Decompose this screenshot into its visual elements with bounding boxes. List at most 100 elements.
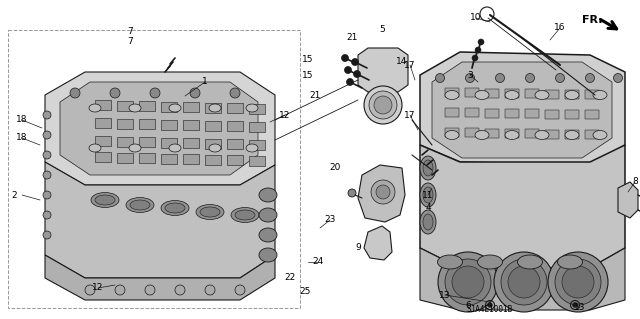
Ellipse shape	[364, 86, 402, 124]
Bar	[95, 152, 111, 162]
Ellipse shape	[129, 104, 141, 112]
Bar	[95, 136, 111, 146]
Bar	[525, 129, 539, 138]
Bar	[585, 110, 599, 119]
Circle shape	[555, 259, 601, 305]
Ellipse shape	[423, 160, 433, 176]
Polygon shape	[45, 72, 275, 185]
Text: 16: 16	[554, 24, 566, 33]
Ellipse shape	[535, 91, 549, 100]
Ellipse shape	[89, 144, 101, 152]
Bar	[545, 130, 559, 138]
Ellipse shape	[505, 130, 519, 139]
Circle shape	[435, 73, 445, 83]
Ellipse shape	[169, 104, 181, 112]
Polygon shape	[358, 165, 405, 222]
Bar	[249, 139, 265, 150]
Bar	[525, 89, 539, 98]
Bar	[505, 89, 519, 98]
Bar	[117, 152, 133, 162]
Bar	[565, 110, 579, 119]
Polygon shape	[364, 226, 392, 260]
Text: 4: 4	[425, 204, 431, 212]
Circle shape	[494, 252, 554, 312]
Bar	[505, 129, 519, 138]
Bar	[445, 108, 459, 117]
Ellipse shape	[423, 214, 433, 230]
Circle shape	[43, 191, 51, 199]
Circle shape	[445, 259, 491, 305]
Circle shape	[465, 73, 474, 83]
Ellipse shape	[126, 197, 154, 212]
Circle shape	[110, 88, 120, 98]
Bar	[445, 128, 459, 137]
Circle shape	[488, 302, 493, 308]
Bar	[545, 109, 559, 118]
Text: 22: 22	[284, 273, 296, 283]
Bar	[485, 108, 499, 118]
Bar	[205, 121, 221, 130]
Ellipse shape	[165, 203, 185, 213]
Bar	[205, 102, 221, 113]
Circle shape	[501, 259, 547, 305]
Circle shape	[478, 39, 484, 45]
Circle shape	[351, 58, 358, 65]
Circle shape	[145, 285, 155, 295]
Polygon shape	[45, 162, 275, 278]
Polygon shape	[45, 255, 275, 300]
Bar	[545, 90, 559, 99]
Bar	[139, 119, 155, 129]
Text: 12: 12	[92, 284, 104, 293]
Circle shape	[70, 88, 80, 98]
Ellipse shape	[518, 255, 543, 269]
Ellipse shape	[200, 207, 220, 217]
Circle shape	[115, 285, 125, 295]
Ellipse shape	[505, 91, 519, 100]
Ellipse shape	[565, 130, 579, 139]
Ellipse shape	[209, 104, 221, 112]
Bar	[205, 138, 221, 149]
Ellipse shape	[196, 204, 224, 219]
Polygon shape	[60, 82, 258, 175]
Text: 18: 18	[16, 133, 28, 143]
Ellipse shape	[445, 91, 459, 100]
Text: 6: 6	[465, 300, 471, 309]
Text: 17: 17	[404, 110, 416, 120]
Bar	[565, 90, 579, 99]
Ellipse shape	[445, 130, 459, 139]
Circle shape	[452, 266, 484, 298]
Bar	[525, 109, 539, 118]
Text: 12: 12	[279, 110, 291, 120]
Bar	[161, 101, 177, 112]
Ellipse shape	[235, 210, 255, 220]
Bar	[161, 137, 177, 147]
Circle shape	[614, 73, 623, 83]
Ellipse shape	[91, 192, 119, 207]
Bar	[585, 130, 599, 139]
Bar	[205, 154, 221, 165]
Circle shape	[525, 73, 534, 83]
Circle shape	[43, 151, 51, 159]
Text: 9: 9	[355, 243, 361, 253]
Ellipse shape	[438, 255, 463, 269]
Circle shape	[495, 73, 504, 83]
Bar	[249, 155, 265, 166]
Text: 1: 1	[202, 78, 208, 86]
Bar	[485, 129, 499, 137]
Circle shape	[438, 252, 498, 312]
Ellipse shape	[557, 255, 582, 269]
Bar	[139, 153, 155, 163]
Ellipse shape	[130, 200, 150, 210]
Bar	[95, 100, 111, 110]
Ellipse shape	[475, 130, 489, 139]
Circle shape	[43, 111, 51, 119]
Circle shape	[342, 55, 349, 62]
Ellipse shape	[565, 91, 579, 100]
Bar	[445, 88, 459, 97]
Ellipse shape	[246, 104, 258, 112]
Circle shape	[230, 88, 240, 98]
Bar	[249, 103, 265, 114]
Circle shape	[190, 88, 200, 98]
Circle shape	[43, 231, 51, 239]
Circle shape	[371, 180, 395, 204]
